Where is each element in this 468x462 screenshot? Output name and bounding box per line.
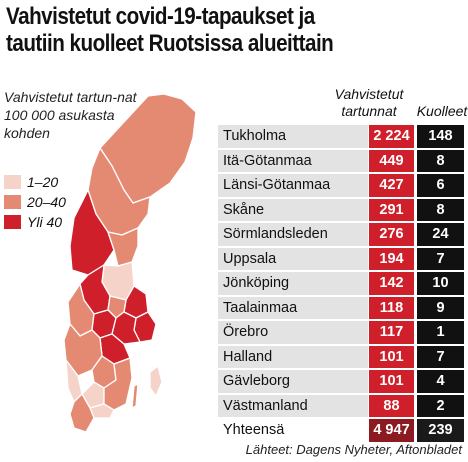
map-region-skane: [69, 393, 95, 433]
cases-table: Tukholma 2 224 148 Itä-Götanmaa 449 8 Länsi-Gö…: [218, 125, 464, 444]
table-row: Taalainmaa 118 9: [218, 296, 464, 319]
cases-value: 88: [369, 394, 414, 417]
table-row: Sörmlandsleden 276 24: [218, 223, 464, 246]
title-line-2: tautiin kuolleet Ruotsissa alueittain: [6, 30, 334, 57]
deaths-value: 2: [417, 394, 464, 417]
region-name: Gävleborg: [218, 370, 368, 393]
region-name: Uppsala: [218, 247, 368, 270]
table-row: Skåne 291 8: [218, 198, 464, 221]
cases-value: 194: [369, 247, 414, 270]
cases-value: 117: [369, 321, 414, 344]
region-name: Jönköping: [218, 272, 368, 295]
source-note: Lähteet: Dagens Nyheter, Aftonbladet: [245, 442, 462, 457]
table-row: Halland 101 7: [218, 345, 464, 368]
legend-swatch-high: [4, 215, 21, 229]
cases-value: 101: [369, 370, 414, 393]
legend-item: 1–20: [4, 172, 66, 192]
cases-value: 427: [369, 174, 414, 197]
table-row: Västmanland 88 2: [218, 394, 464, 417]
table-row: Itä-Götanmaa 449 8: [218, 149, 464, 172]
legend-label: 20–40: [27, 194, 66, 210]
legend-label: Yli 40: [27, 214, 63, 230]
title-line-1: Vahvistetut covid-19-tapaukset ja: [6, 3, 315, 30]
table-row: Örebro 117 1: [218, 321, 464, 344]
deaths-value: 7: [417, 247, 464, 270]
cases-value: 142: [369, 272, 414, 295]
cases-value: 2 224: [369, 125, 414, 148]
region-name: Yhteensä: [223, 422, 285, 438]
region-name: Västmanland: [218, 394, 368, 417]
cases-value: 118: [369, 296, 414, 319]
deaths-value: 239: [417, 419, 464, 442]
legend-swatch-mid: [4, 195, 21, 209]
deaths-value: 4: [417, 370, 464, 393]
region-name: Örebro: [218, 321, 368, 344]
cases-value: 276: [369, 223, 414, 246]
deaths-value: 24: [417, 223, 464, 246]
cases-value: 449: [369, 149, 414, 172]
legend-label: 1–20: [27, 174, 59, 190]
legend-swatch-low: [4, 175, 21, 189]
column-header-cases: Vahvistetut tartunnat: [334, 86, 404, 119]
region-name: Sörmlandsleden: [218, 223, 368, 246]
deaths-value: 8: [417, 198, 464, 221]
map-region-gotland: [149, 365, 163, 397]
cases-value: 4 947: [369, 419, 414, 442]
table-row: Länsi-Götanmaa 427 6: [218, 174, 464, 197]
table-row: Tukholma 2 224 148: [218, 125, 464, 148]
deaths-value: 7: [417, 345, 464, 368]
legend-item: Yli 40: [4, 212, 66, 232]
table-row: Jönköping 142 10: [218, 272, 464, 295]
chart-title: Vahvistetut covid-19-tapaukset ja tautii…: [6, 3, 400, 57]
region-name: Halland: [218, 345, 368, 368]
deaths-value: 9: [417, 296, 464, 319]
cases-value: 291: [369, 198, 414, 221]
map-legend: 1–20 20–40 Yli 40: [4, 172, 66, 232]
region-name: Taalainmaa: [218, 296, 368, 319]
map-subtitle: Vahvistetut tartun-nat 100 000 asukasta …: [4, 89, 137, 141]
sweden-region-map: [63, 93, 197, 433]
table-row-total: Yhteensä 4 947 239: [218, 419, 464, 442]
region-name: Länsi-Götanmaa: [218, 174, 368, 197]
region-name: Tukholma: [218, 125, 368, 148]
cases-value: 101: [369, 345, 414, 368]
region-name: Skåne: [218, 198, 368, 221]
deaths-value: 1: [417, 321, 464, 344]
deaths-value: 10: [417, 272, 464, 295]
deaths-value: 8: [417, 149, 464, 172]
deaths-value: 6: [417, 174, 464, 197]
table-row: Gävleborg 101 4: [218, 370, 464, 393]
table-row: Uppsala 194 7: [218, 247, 464, 270]
legend-item: 20–40: [4, 192, 66, 212]
map-region-vasternorrland: [107, 227, 139, 267]
map-region-oland: [131, 383, 139, 409]
deaths-value: 148: [417, 125, 464, 148]
column-header-deaths: Kuolleet: [416, 103, 468, 119]
region-name: Itä-Götanmaa: [218, 149, 368, 172]
